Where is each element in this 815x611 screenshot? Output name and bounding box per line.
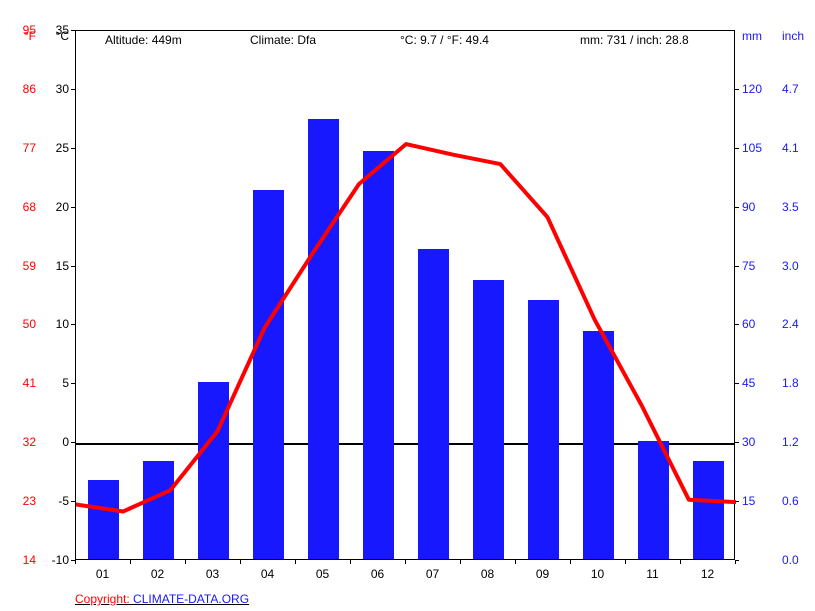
inch-tick: 3.5: [782, 200, 799, 214]
tick-mark: [71, 148, 75, 149]
tick-mark: [735, 324, 739, 325]
tick-mark: [71, 383, 75, 384]
f-tick: 68: [23, 200, 36, 214]
tick-mark: [735, 207, 739, 208]
tick-mark: [735, 560, 736, 564]
tick-mark: [130, 560, 131, 564]
c-tick: 25: [56, 141, 69, 155]
tick-mark: [350, 560, 351, 564]
tick-mark: [735, 501, 739, 502]
c-tick: 10: [56, 317, 69, 331]
c-tick: 30: [56, 82, 69, 96]
f-tick: 41: [23, 376, 36, 390]
x-tick-label: 10: [591, 567, 604, 581]
tick-mark: [515, 560, 516, 564]
info-precip: mm: 731 / inch: 28.8: [580, 33, 689, 47]
c-header: °C: [56, 29, 69, 43]
c-tick: -10: [52, 553, 69, 567]
mm-tick: 105: [742, 141, 762, 155]
mm-tick: 30: [742, 435, 755, 449]
copyright-prefix: Copyright:: [75, 592, 133, 606]
inch-tick: 4.1: [782, 141, 799, 155]
x-tick-label: 05: [316, 567, 329, 581]
x-tick-label: 06: [371, 567, 384, 581]
tick-mark: [625, 560, 626, 564]
copyright-link[interactable]: CLIMATE-DATA.ORG: [133, 592, 249, 606]
mm-tick: 45: [742, 376, 755, 390]
tick-mark: [680, 560, 681, 564]
tick-mark: [735, 442, 739, 443]
f-tick: 59: [23, 259, 36, 273]
f-tick: 77: [23, 141, 36, 155]
tick-mark: [71, 324, 75, 325]
mm-tick: 120: [742, 82, 762, 96]
plot-area: [75, 30, 735, 560]
c-tick: 5: [62, 376, 69, 390]
f-tick: 50: [23, 317, 36, 331]
x-tick-label: 04: [261, 567, 274, 581]
tick-mark: [75, 560, 76, 564]
c-tick: 15: [56, 259, 69, 273]
x-tick-label: 07: [426, 567, 439, 581]
x-tick-label: 12: [701, 567, 714, 581]
f-header: °F: [24, 29, 36, 43]
x-tick-label: 03: [206, 567, 219, 581]
tick-mark: [405, 560, 406, 564]
inch-tick: 2.4: [782, 317, 799, 331]
inch-header: inch: [782, 29, 804, 43]
tick-mark: [735, 383, 739, 384]
mm-tick: 15: [742, 494, 755, 508]
mm-tick: 90: [742, 200, 755, 214]
inch-tick: 1.8: [782, 376, 799, 390]
mm-tick: 75: [742, 259, 755, 273]
c-tick: -5: [58, 494, 69, 508]
tick-mark: [71, 89, 75, 90]
tick-mark: [240, 560, 241, 564]
tick-mark: [295, 560, 296, 564]
tick-mark: [71, 501, 75, 502]
tick-mark: [71, 266, 75, 267]
inch-tick: 0.6: [782, 494, 799, 508]
f-tick: 23: [23, 494, 36, 508]
climate-chart: -10-505101520253035142332415059687786951…: [0, 0, 815, 611]
inch-tick: 1.2: [782, 435, 799, 449]
temperature-line: [76, 31, 736, 561]
tick-mark: [735, 148, 739, 149]
inch-tick: 4.7: [782, 82, 799, 96]
tick-mark: [71, 207, 75, 208]
mm-tick: 60: [742, 317, 755, 331]
x-tick-label: 09: [536, 567, 549, 581]
x-tick-label: 02: [151, 567, 164, 581]
info-temp: °C: 9.7 / °F: 49.4: [400, 33, 489, 47]
tick-mark: [71, 442, 75, 443]
f-tick: 14: [23, 553, 36, 567]
copyright: Copyright: CLIMATE-DATA.ORG: [75, 592, 249, 606]
mm-header: mm: [742, 29, 762, 43]
x-tick-label: 11: [646, 567, 658, 581]
inch-tick: 3.0: [782, 259, 799, 273]
x-tick-label: 01: [96, 567, 109, 581]
c-tick: 0: [62, 435, 69, 449]
f-tick: 32: [23, 435, 36, 449]
tick-mark: [735, 266, 739, 267]
c-tick: 20: [56, 200, 69, 214]
inch-tick: 0.0: [782, 553, 799, 567]
info-climate: Climate: Dfa: [250, 33, 316, 47]
tick-mark: [71, 30, 75, 31]
info-altitude: Altitude: 449m: [105, 33, 182, 47]
tick-mark: [570, 560, 571, 564]
tick-mark: [185, 560, 186, 564]
tick-mark: [460, 560, 461, 564]
x-tick-label: 08: [481, 567, 494, 581]
f-tick: 86: [23, 82, 36, 96]
tick-mark: [735, 89, 739, 90]
